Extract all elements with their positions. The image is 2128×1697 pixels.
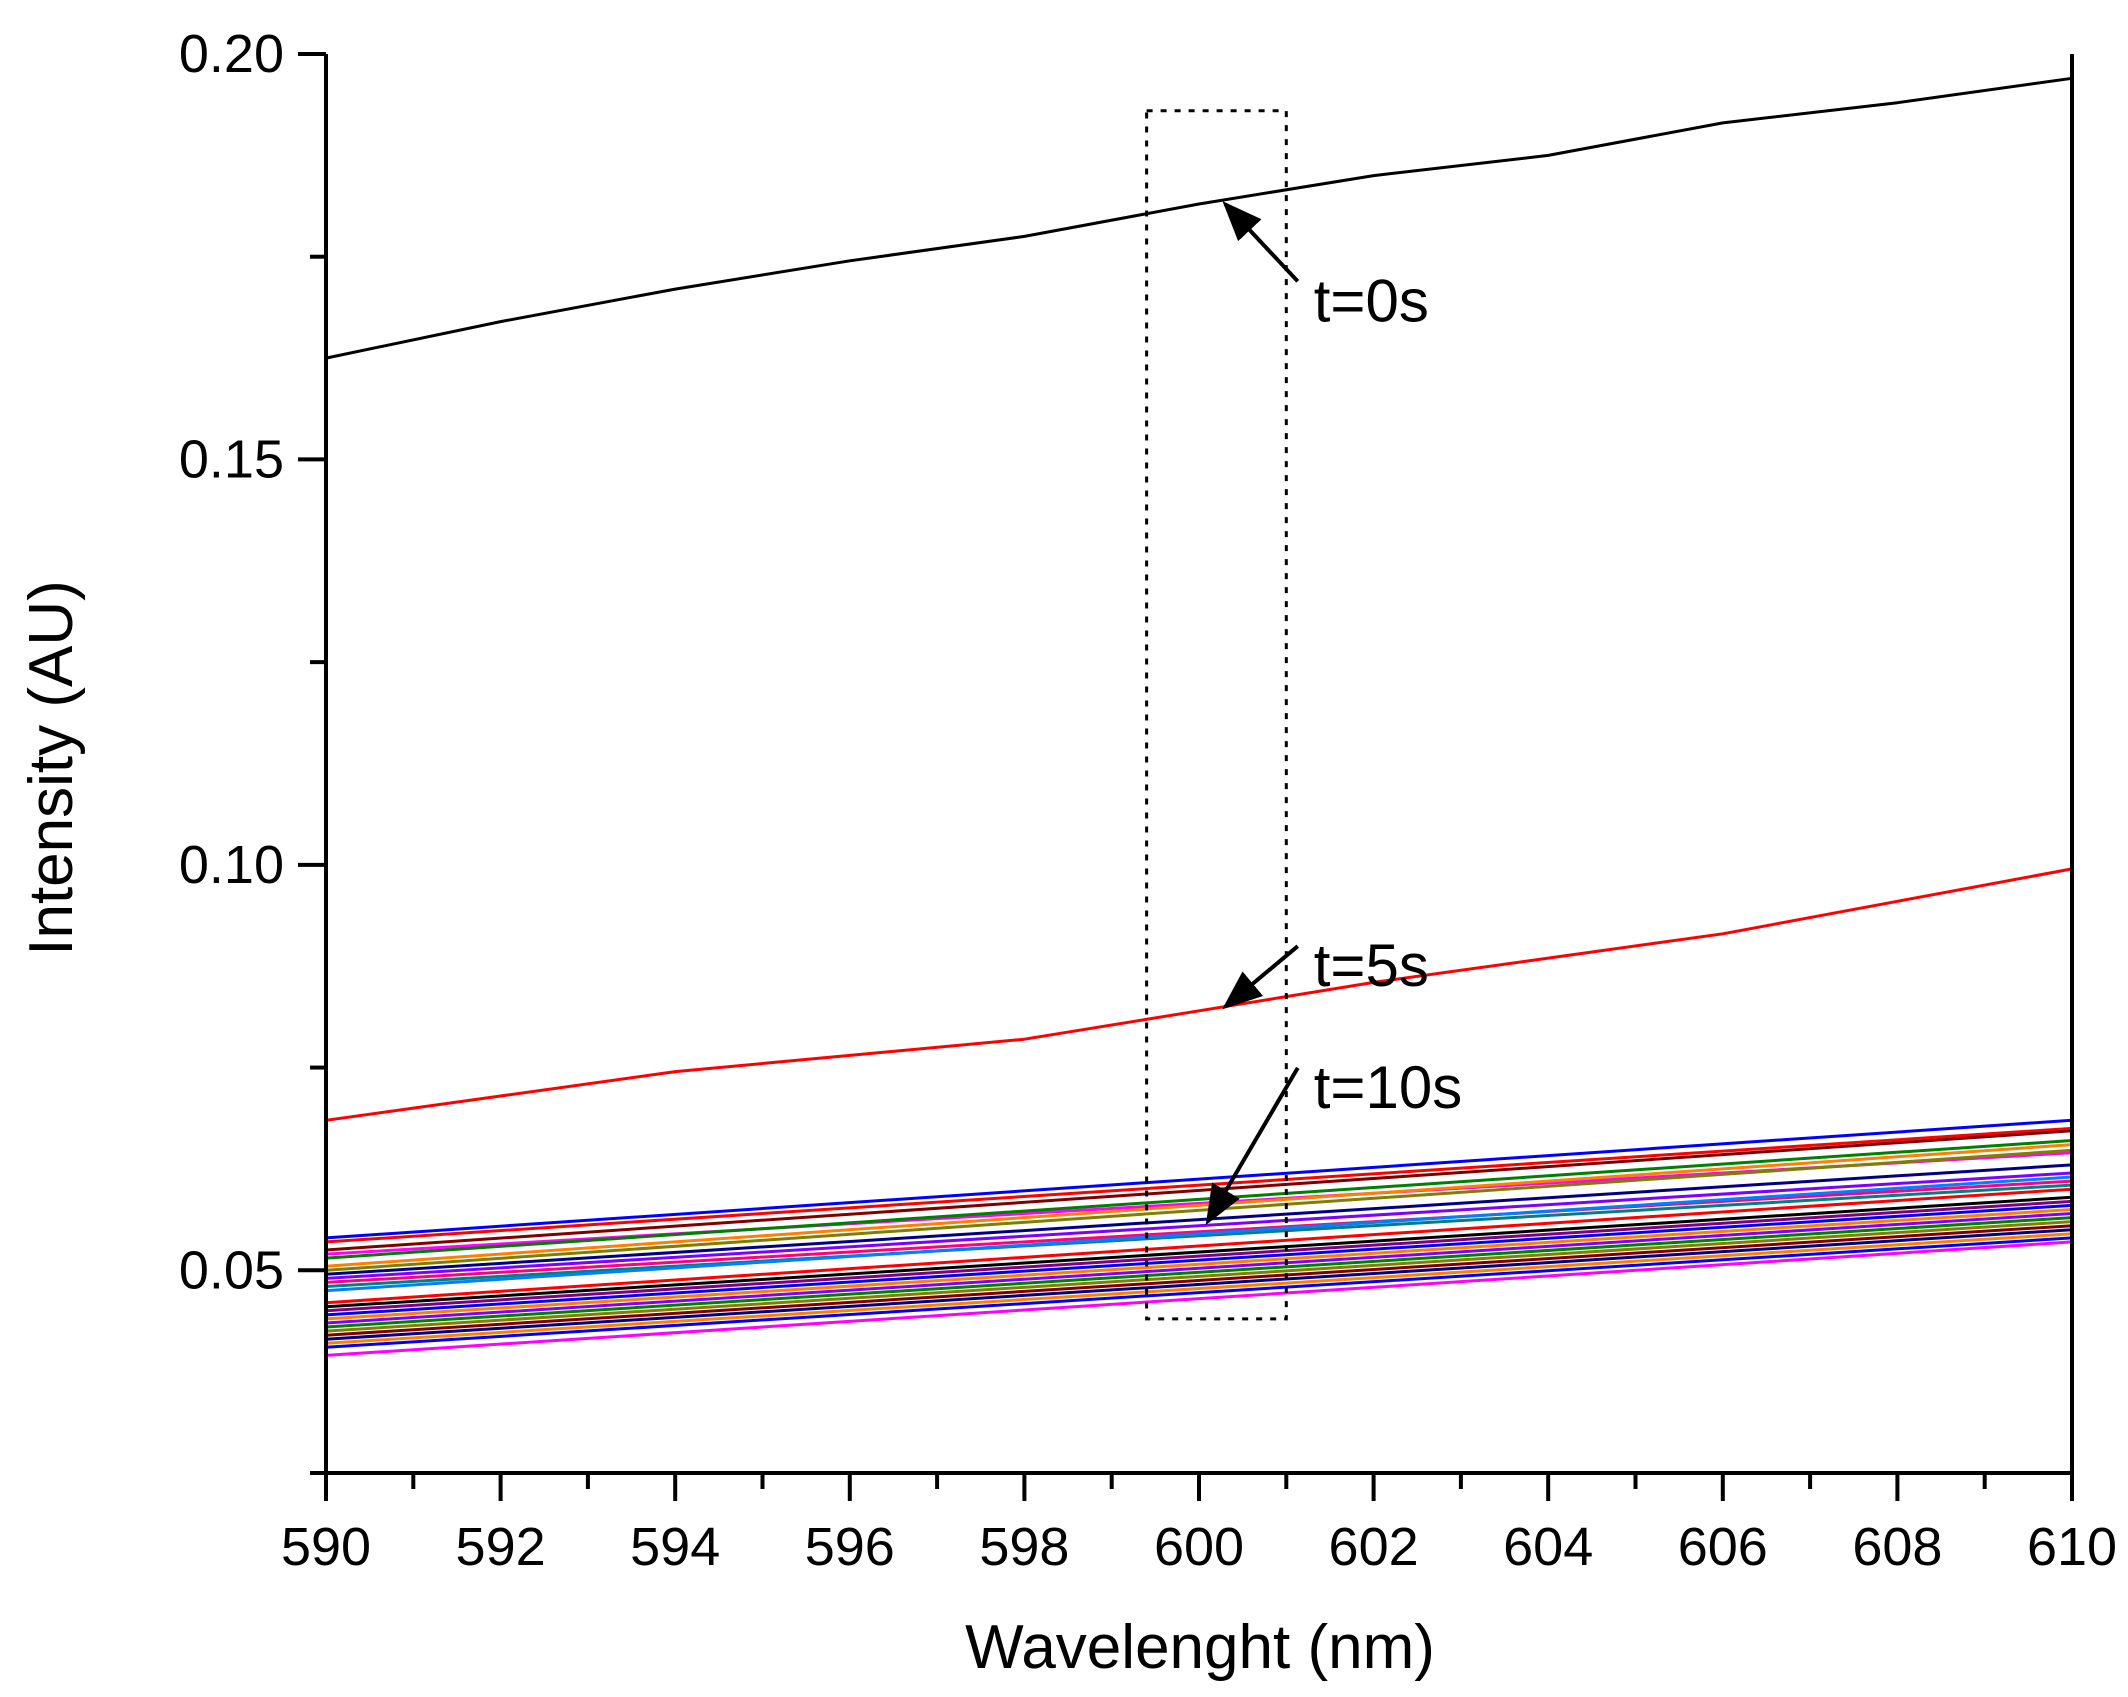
series-line-t-0s [325, 76, 2073, 360]
x-tick-label: 594 [630, 1517, 720, 1577]
highlight-box [1145, 109, 1288, 1321]
series-line-14 [325, 1175, 2073, 1293]
series-layer [325, 76, 2073, 1357]
series-line-13 [325, 1183, 2073, 1288]
x-tick-label: 606 [1678, 1517, 1768, 1577]
series-line-24 [325, 1228, 2073, 1341]
series-line-8 [325, 1143, 2073, 1268]
series-line-5 [325, 1129, 2073, 1252]
series-line-10 [325, 1163, 2073, 1276]
y-tick-label: 0.20 [179, 24, 284, 84]
annotation-layer: t=0s t=5s t=10s [1205, 201, 1462, 1226]
y-tick-label: 0.15 [179, 429, 284, 489]
y-axis-title: Intensity (AU) [17, 580, 86, 956]
x-tick-label: 598 [979, 1517, 1069, 1577]
series-line-4 [325, 1126, 2073, 1244]
series-line-11 [325, 1171, 2073, 1280]
series-line-22 [325, 1220, 2073, 1333]
series-line-7 [325, 1139, 2073, 1260]
annotation-t-0s-arrow [1222, 201, 1300, 283]
x-tick-label: 592 [456, 1517, 546, 1577]
series-line-26 [325, 1236, 2073, 1349]
annotation-t-0s-label: t=0s [1314, 267, 1429, 334]
series-line-20 [325, 1212, 2073, 1325]
y-tick-label: 0.05 [179, 1240, 284, 1300]
series-line-16 [325, 1195, 2073, 1309]
series-line-18 [325, 1203, 2073, 1317]
series-line-9 [325, 1148, 2073, 1272]
annotation-t-10s-label: t=10s [1314, 1054, 1462, 1121]
series-line-23 [325, 1224, 2073, 1337]
series-line-21 [325, 1216, 2073, 1329]
series-line-27 [325, 1240, 2073, 1357]
series-line-12 [325, 1179, 2073, 1284]
annotation-t-5s-label: t=5s [1314, 932, 1429, 999]
x-tick-label: 600 [1154, 1517, 1244, 1577]
y-tick-label: 0.10 [179, 835, 284, 895]
x-tick-label: 604 [1503, 1517, 1593, 1577]
annotation-t-10s-arrow [1205, 1066, 1300, 1226]
x-tick-label: 610 [2027, 1517, 2117, 1577]
series-line-t-5s [325, 867, 2073, 1122]
series-line-15 [325, 1187, 2073, 1305]
series-line-19 [325, 1208, 2073, 1321]
series-line-25 [325, 1232, 2073, 1345]
x-tick-label: 596 [805, 1517, 895, 1577]
annotation-t-5s-arrow [1222, 944, 1300, 1010]
x-axis-title: Wavelenght (nm) [965, 1613, 1435, 1682]
series-line-17 [325, 1199, 2073, 1313]
x-tick-label: 602 [1329, 1517, 1419, 1577]
highlight-box-layer [1145, 109, 1288, 1321]
tick-layer: 590 592 594 596 598 600 602 604 606 608 610 0.05 0.1… [179, 24, 2117, 1577]
x-tick-label: 590 [281, 1517, 371, 1577]
x-tick-label: 608 [1852, 1517, 1942, 1577]
series-line-t-10s [325, 1118, 2073, 1240]
